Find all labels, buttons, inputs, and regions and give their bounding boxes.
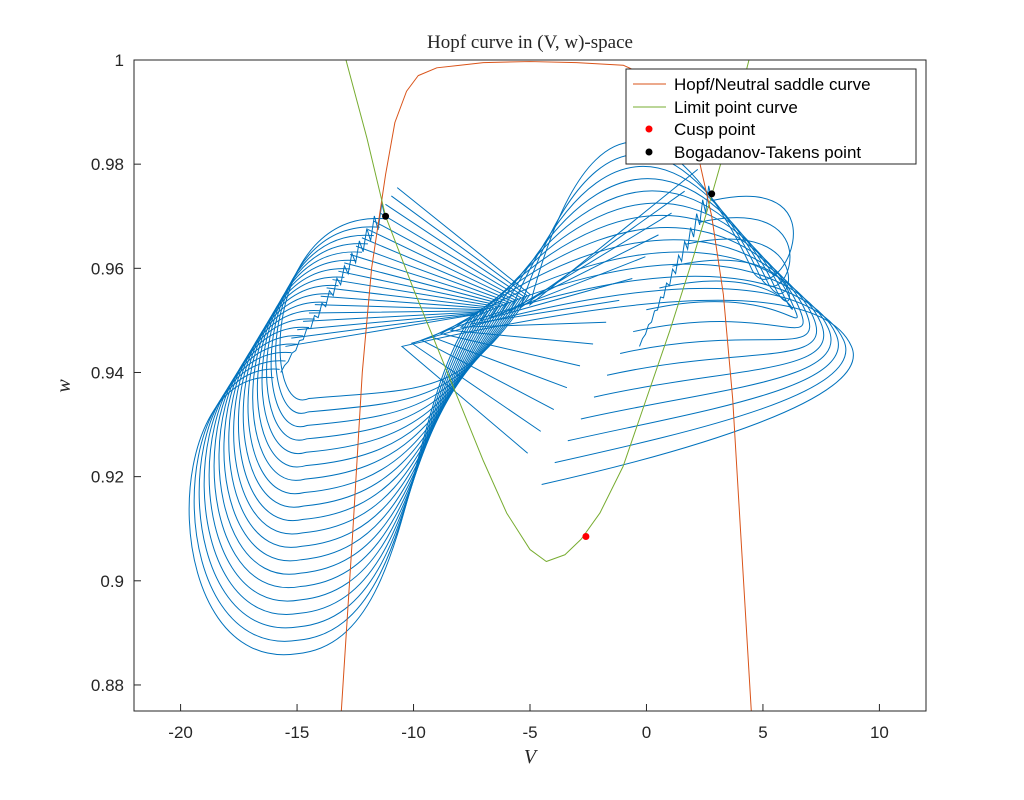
y-tick-label: 0.96	[91, 259, 124, 278]
y-tick-label: 0.92	[91, 468, 124, 487]
x-tick-label: -5	[522, 723, 537, 742]
periodic-orbit-right	[449, 239, 818, 376]
cusp-point-marker	[582, 533, 590, 541]
periodic-orbit-right	[509, 165, 790, 313]
bogdanov-takens-point-marker	[382, 212, 390, 220]
legend-label-limit-point: Limit point curve	[674, 98, 798, 117]
periodic-orbit-layer	[188, 141, 854, 656]
periodic-orbit-right	[459, 227, 811, 354]
periodic-orbit-right	[519, 153, 791, 310]
x-tick-label: 0	[642, 723, 651, 742]
legend-label-hopf: Hopf/Neutral saddle curve	[674, 75, 871, 94]
x-tick-label: 5	[758, 723, 767, 742]
legend: Hopf/Neutral saddle curve Limit point cu…	[625, 68, 917, 165]
periodic-orbit-right	[439, 251, 825, 398]
legend-swatch-bogdanov-takens	[645, 148, 653, 156]
periodic-orbit-left	[213, 304, 489, 589]
limit-point-curve-line	[345, 60, 750, 563]
y-axis-label: w	[53, 379, 75, 393]
x-tick-label: 10	[870, 723, 889, 742]
y-tick-label: 0.88	[91, 676, 124, 695]
x-tick-label: -10	[401, 723, 426, 742]
hopf-curve-line	[340, 61, 752, 711]
y-tick-label: 0.9	[100, 572, 124, 591]
x-tick-label: -15	[285, 723, 310, 742]
periodic-orbit-right	[430, 263, 832, 420]
periodic-orbit-right	[400, 299, 854, 485]
y-tick-label: 1	[115, 51, 124, 70]
axis-ticks: -20 -15 -10 -5 0 5 10 0.88 0.9 0.92 0.94 0.96 0.98 1	[91, 51, 889, 742]
y-tick-label: 0.94	[91, 363, 124, 382]
x-axis-label: V	[524, 746, 539, 768]
periodic-orbit-left	[279, 187, 531, 401]
periodic-orbit-left-fan	[280, 203, 387, 373]
legend-swatch-cusp	[645, 125, 653, 133]
x-tick-label: -20	[168, 723, 193, 742]
bifurcation-curve-layer	[340, 60, 752, 711]
periodic-orbit-right	[499, 178, 790, 316]
bogdanov-takens-point-marker	[708, 190, 716, 198]
y-tick-label: 0.98	[91, 155, 124, 174]
chart-title: Hopf curve in (V, w)-space	[427, 32, 633, 53]
legend-box	[625, 68, 917, 165]
legend-label-bogdanov-takens: Bogadanov-Takens point	[674, 143, 861, 162]
special-point-layer	[382, 190, 716, 541]
periodic-orbit-right	[469, 214, 804, 333]
periodic-orbit-right	[420, 275, 839, 442]
periodic-orbit-left	[208, 310, 485, 602]
legend-label-cusp: Cusp point	[674, 120, 756, 139]
periodic-orbit-right	[489, 190, 793, 319]
periodic-orbit-right	[479, 202, 798, 322]
periodic-orbit-right	[410, 287, 847, 464]
periodic-orbit-right	[529, 141, 794, 307]
periodic-orbit-right-fan	[639, 185, 713, 347]
